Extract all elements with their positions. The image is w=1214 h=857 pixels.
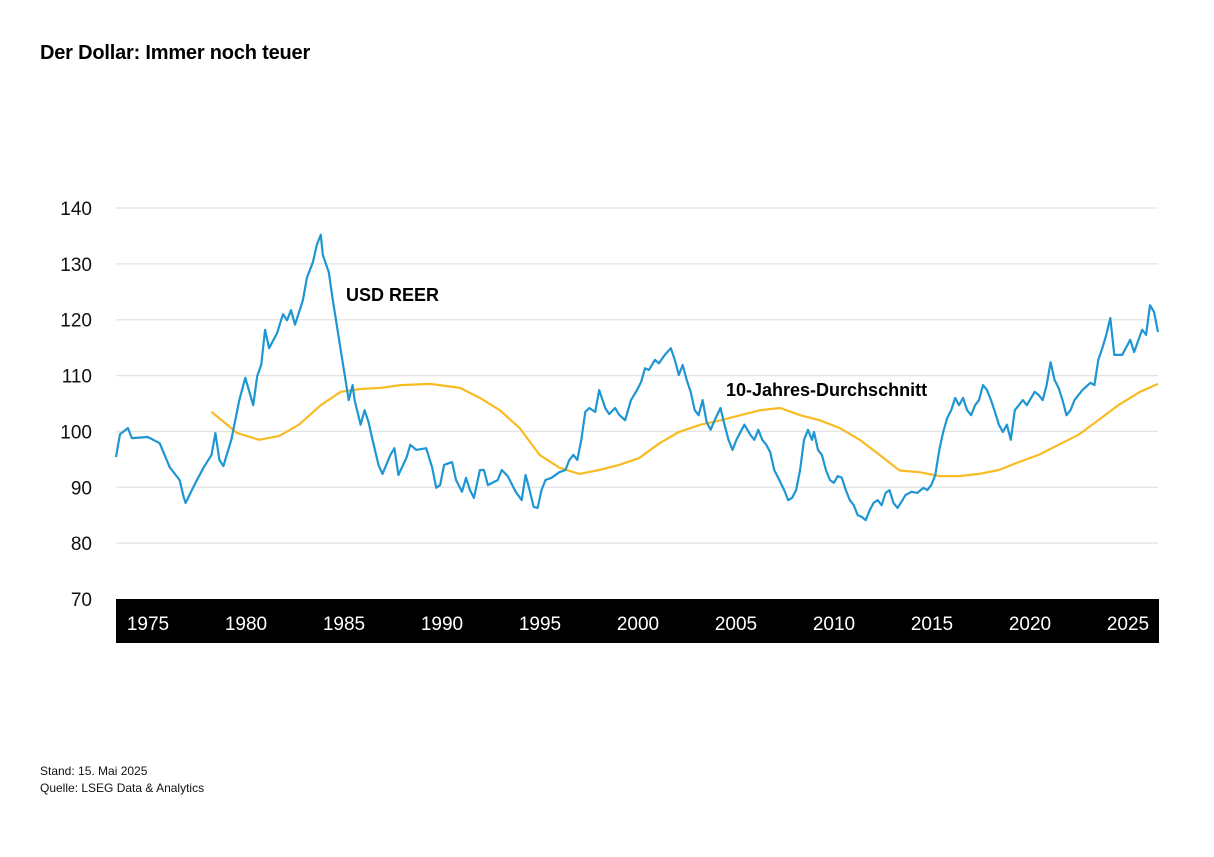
series-line-usd-reer	[114, 233, 1160, 522]
x-tick-label: 1995	[519, 614, 561, 635]
chart-title: Der Dollar: Immer noch teuer	[40, 42, 311, 64]
series-line-10-jahres-durchschnitt	[210, 382, 1159, 478]
x-tick-label: 2020	[1009, 614, 1051, 635]
x-tick-label: 2015	[911, 614, 953, 635]
x-tick-label: 1990	[421, 614, 463, 635]
gridlines	[116, 207, 1158, 544]
x-axis-band	[116, 599, 1159, 643]
y-tick-label: 90	[71, 478, 92, 499]
x-tick-label: 1985	[323, 614, 365, 635]
y-tick-label: 120	[60, 311, 92, 332]
y-tick-label: 140	[60, 199, 92, 220]
footer-source: Quelle: LSEG Data & Analytics	[40, 781, 205, 795]
y-tick-label: 80	[71, 534, 92, 555]
y-tick-label: 100	[60, 422, 92, 443]
y-axis: 70 80 90 100 110 120 130 140	[60, 199, 92, 611]
x-tick-label: 1975	[127, 614, 169, 635]
x-tick-label: 2025	[1107, 614, 1149, 635]
y-tick-label: 70	[71, 590, 92, 611]
x-tick-label: 2005	[715, 614, 757, 635]
annotation-10-jahres-durchschnitt: 10-Jahres-Durchschnitt	[726, 380, 927, 400]
y-tick-label: 110	[62, 367, 92, 388]
x-tick-label: 2010	[813, 614, 855, 635]
x-axis: 1975 1980 1985 1990 1995 2000 2005 2010 2015 2020…	[127, 614, 1149, 635]
x-tick-label: 2000	[617, 614, 659, 635]
footer-date: Stand: 15. Mai 2025	[40, 764, 148, 778]
y-tick-label: 130	[60, 255, 92, 276]
x-tick-label: 1980	[225, 614, 267, 635]
annotation-usd-reer: USD REER	[346, 285, 439, 305]
